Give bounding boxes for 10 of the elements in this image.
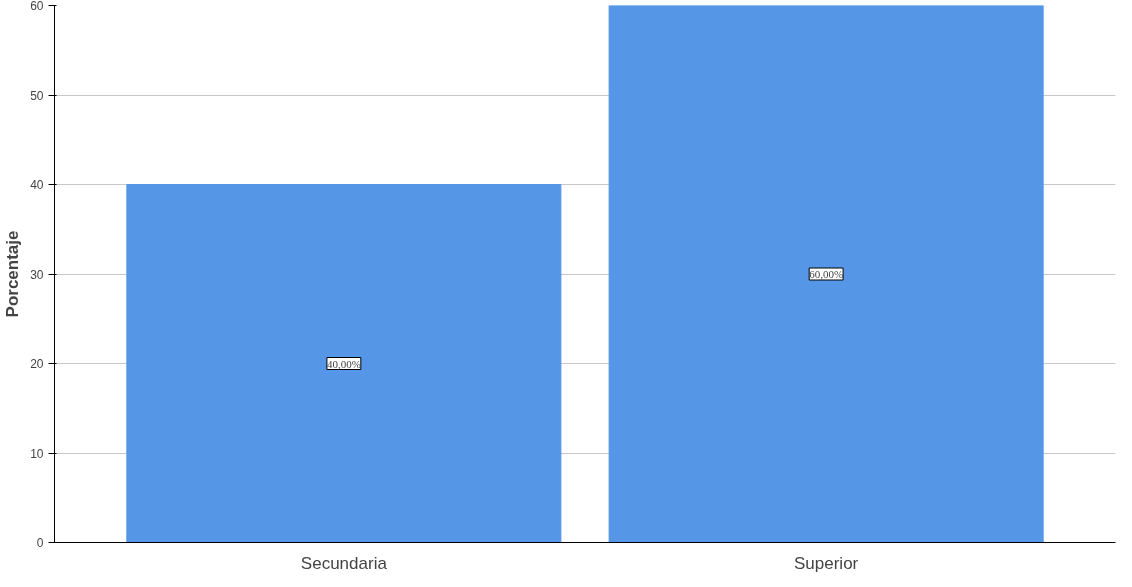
y-tick-label: 10 <box>30 446 44 461</box>
y-tick-label: 40 <box>30 178 44 192</box>
y-tick-label: 20 <box>30 357 44 371</box>
y-tick-label: 0 <box>36 536 44 550</box>
y-tick-label: 30 <box>30 267 44 282</box>
y-tick-label: 50 <box>30 88 44 103</box>
x-tick-label: Superior <box>794 553 859 573</box>
y-tick-label: 60 <box>30 0 44 13</box>
y-axis-title: Porcentaje <box>3 230 23 318</box>
x-tick-label: Secundaria <box>300 553 388 573</box>
